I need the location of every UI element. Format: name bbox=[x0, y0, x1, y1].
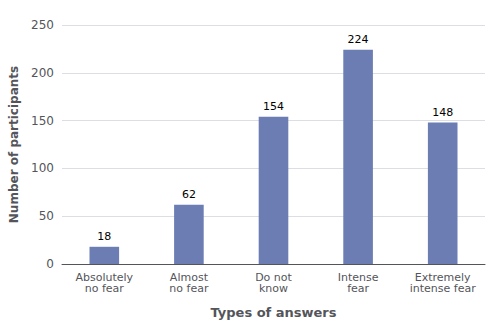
svg-text:200: 200 bbox=[31, 66, 54, 80]
svg-text:224: 224 bbox=[348, 33, 369, 46]
svg-text:100: 100 bbox=[31, 161, 54, 175]
svg-text:Almost: Almost bbox=[169, 271, 208, 284]
svg-text:Extremely: Extremely bbox=[414, 271, 471, 284]
svg-text:intense fear: intense fear bbox=[410, 282, 476, 295]
svg-text:154: 154 bbox=[263, 100, 284, 113]
svg-text:Types of answers: Types of answers bbox=[210, 305, 336, 320]
svg-text:no fear: no fear bbox=[169, 282, 209, 295]
svg-text:Number of participants: Number of participants bbox=[7, 66, 21, 223]
svg-text:250: 250 bbox=[31, 18, 54, 32]
svg-text:fear: fear bbox=[347, 282, 369, 295]
svg-text:18: 18 bbox=[97, 230, 111, 243]
svg-text:0: 0 bbox=[46, 257, 54, 271]
svg-text:62: 62 bbox=[182, 188, 196, 201]
svg-text:148: 148 bbox=[432, 106, 453, 119]
svg-text:Absolutely: Absolutely bbox=[75, 271, 134, 284]
svg-text:50: 50 bbox=[39, 209, 54, 223]
svg-text:150: 150 bbox=[31, 114, 54, 128]
svg-text:Intense: Intense bbox=[337, 271, 379, 284]
svg-text:know: know bbox=[259, 282, 288, 295]
svg-text:Do not: Do not bbox=[255, 271, 292, 284]
svg-text:no fear: no fear bbox=[85, 282, 125, 295]
